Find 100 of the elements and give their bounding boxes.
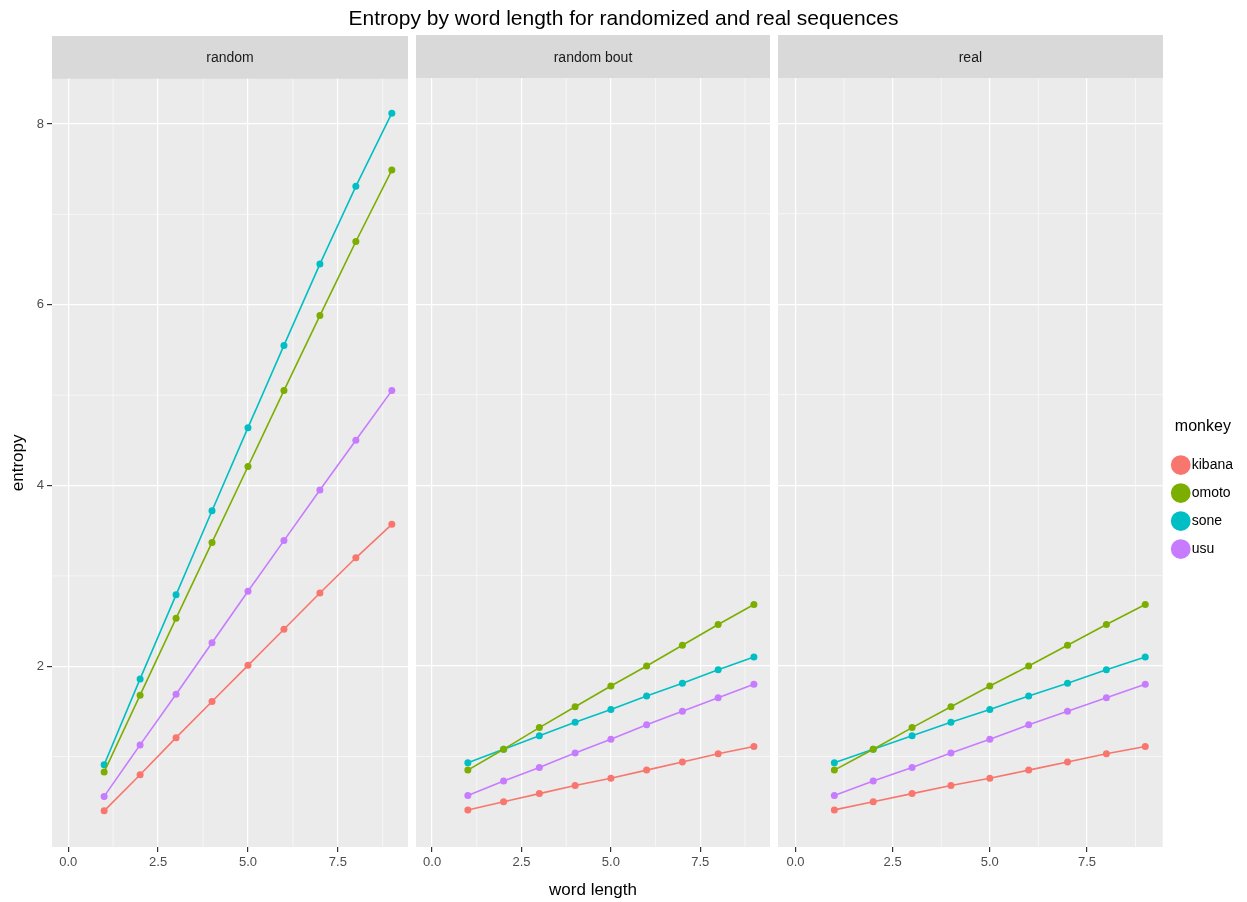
point bbox=[714, 620, 722, 628]
point bbox=[1102, 620, 1110, 628]
point bbox=[535, 790, 543, 798]
point bbox=[1141, 680, 1149, 688]
chart-title: real bbox=[778, 35, 1163, 78]
point bbox=[607, 774, 615, 782]
point bbox=[750, 743, 758, 751]
point bbox=[208, 538, 216, 546]
legend-label: omoto bbox=[1191, 483, 1231, 500]
point bbox=[535, 724, 543, 732]
point bbox=[464, 806, 472, 814]
point bbox=[100, 807, 108, 815]
point bbox=[1025, 692, 1033, 700]
point bbox=[136, 691, 144, 699]
point bbox=[830, 806, 838, 814]
text: Entropy by word length for randomized and real sequences bbox=[347, 6, 900, 30]
point bbox=[280, 537, 288, 545]
point bbox=[607, 735, 615, 743]
y-tick-label: 2 bbox=[36, 657, 44, 673]
point bbox=[352, 237, 360, 245]
point bbox=[607, 682, 615, 690]
point bbox=[388, 387, 396, 395]
point bbox=[316, 260, 324, 268]
point bbox=[280, 387, 288, 395]
point bbox=[208, 507, 216, 515]
point bbox=[714, 750, 722, 758]
point bbox=[1025, 766, 1033, 774]
x-tick-label: 2.5 bbox=[512, 854, 531, 870]
point bbox=[571, 718, 579, 726]
point bbox=[388, 166, 396, 174]
point bbox=[571, 703, 579, 711]
point bbox=[571, 749, 579, 757]
point bbox=[1141, 653, 1149, 661]
x-tick-label: 7.5 bbox=[691, 854, 710, 870]
point bbox=[986, 735, 994, 743]
point bbox=[908, 790, 916, 798]
y-tick-label: 6 bbox=[36, 296, 44, 312]
point bbox=[388, 520, 396, 528]
point bbox=[947, 718, 955, 726]
point bbox=[208, 639, 216, 647]
point bbox=[643, 721, 651, 729]
point bbox=[1141, 743, 1149, 751]
point bbox=[986, 774, 994, 782]
point bbox=[172, 690, 180, 698]
point bbox=[678, 758, 686, 766]
point bbox=[947, 749, 955, 757]
point bbox=[244, 424, 252, 432]
point bbox=[388, 109, 396, 117]
x-tick-label: 7.5 bbox=[1077, 854, 1096, 870]
point bbox=[947, 703, 955, 711]
point bbox=[1025, 662, 1033, 670]
point bbox=[643, 766, 651, 774]
point bbox=[830, 759, 838, 767]
point bbox=[244, 661, 252, 669]
point bbox=[830, 766, 838, 774]
x-tick-label: 7.5 bbox=[328, 854, 347, 870]
point bbox=[352, 182, 360, 190]
point bbox=[1064, 707, 1072, 715]
point bbox=[100, 792, 108, 800]
point bbox=[571, 781, 579, 789]
point bbox=[714, 666, 722, 674]
point bbox=[908, 732, 916, 740]
point bbox=[908, 724, 916, 732]
x-tick-label: 5.0 bbox=[601, 854, 620, 870]
legend-label: usu bbox=[1191, 539, 1215, 556]
point bbox=[986, 705, 994, 713]
point bbox=[172, 734, 180, 742]
x-tick-label: 5.0 bbox=[238, 854, 258, 870]
point bbox=[607, 705, 615, 713]
x-tick-label: 0.0 bbox=[423, 854, 442, 870]
point bbox=[869, 798, 877, 806]
point bbox=[1102, 666, 1110, 674]
point bbox=[1102, 694, 1110, 702]
point bbox=[100, 768, 108, 776]
point bbox=[316, 312, 324, 320]
point bbox=[500, 777, 508, 785]
point bbox=[500, 798, 508, 806]
chart-title: random bbox=[52, 35, 408, 79]
y-tick-label: 8 bbox=[36, 115, 44, 131]
point bbox=[352, 436, 360, 444]
point bbox=[464, 791, 472, 799]
point bbox=[280, 341, 288, 349]
y-tick-label: 4 bbox=[36, 477, 44, 493]
point bbox=[464, 759, 472, 767]
x-tick-label: 2.5 bbox=[149, 854, 168, 870]
legend-label: kibana bbox=[1191, 455, 1234, 472]
point bbox=[172, 591, 180, 599]
point bbox=[1141, 601, 1149, 609]
point bbox=[678, 641, 686, 649]
point bbox=[986, 682, 994, 690]
point bbox=[1064, 641, 1072, 649]
point bbox=[643, 692, 651, 700]
point bbox=[830, 791, 838, 799]
point bbox=[714, 694, 722, 702]
legend-title: monkey bbox=[1174, 417, 1231, 435]
point bbox=[750, 653, 758, 661]
point bbox=[208, 697, 216, 705]
point bbox=[1064, 758, 1072, 766]
point bbox=[136, 741, 144, 749]
point bbox=[352, 554, 360, 562]
